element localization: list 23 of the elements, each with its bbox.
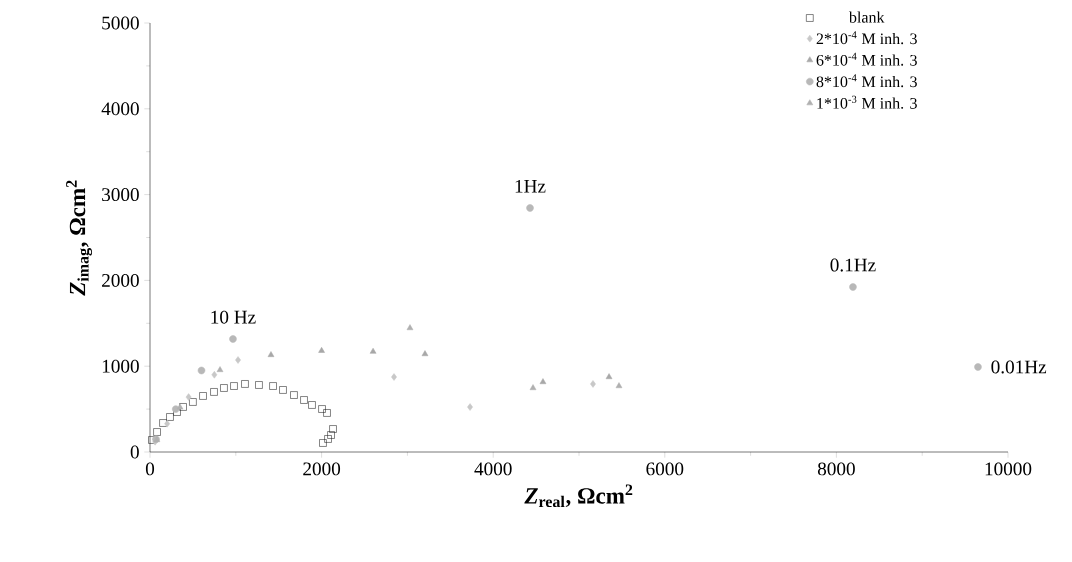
legend-label: 8*10$^{-4}$ M inh. 3 bbox=[816, 74, 917, 88]
legend-label: 2*10$^{-4}$ M inh. 3 bbox=[816, 31, 917, 45]
annotation: 1Hz bbox=[515, 179, 546, 193]
y-tick-label: 1000 bbox=[102, 359, 139, 373]
y-axis-title: Z$_{imag}$, Ωcm$^{2}$ bbox=[66, 180, 93, 296]
y-tick-label: 3000 bbox=[102, 188, 139, 202]
legend-label: blank bbox=[848, 11, 885, 23]
x-tick-label: 8000 bbox=[817, 462, 855, 476]
x-tick-label: 6000 bbox=[646, 462, 684, 476]
annotation: 0.01Hz bbox=[991, 360, 1047, 374]
y-tick-label: 0 bbox=[130, 445, 139, 459]
x-tick-label: 2000 bbox=[303, 462, 341, 476]
legend-label: 1*10$^{-3}$ M inh. 3 bbox=[817, 95, 917, 109]
y-tick-label: 5000 bbox=[102, 16, 139, 30]
x-tick-label: 10000 bbox=[985, 462, 1032, 476]
y-tick-label: 4000 bbox=[101, 102, 139, 116]
annotation: 0.1Hz bbox=[830, 258, 876, 272]
annotation: 10 Hz bbox=[211, 310, 256, 324]
y-tick-label: 2000 bbox=[102, 273, 139, 287]
legend-label: 6*10$^{-4}$ M inh. 3 bbox=[816, 52, 917, 66]
x-tick-label: 0 bbox=[145, 462, 155, 476]
x-axis-title: Z$_{real}$, Ωcm$^{2}$ bbox=[524, 484, 633, 508]
x-tick-label: 4000 bbox=[474, 462, 512, 476]
